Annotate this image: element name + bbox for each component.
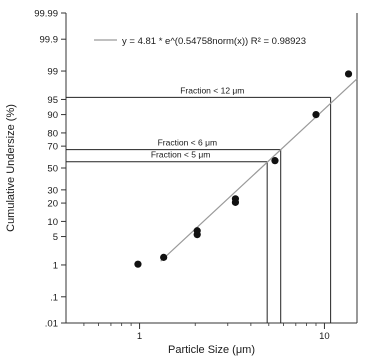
y-tick-label: 1	[53, 260, 58, 271]
y-tick-label: 99.99	[34, 9, 58, 20]
y-axis-ticks: .01 .1 1 5 10 20 30 50 70 80 90 95 99 99.9 99.99	[34, 9, 66, 330]
y-tick-label: 80	[47, 128, 58, 139]
data-point	[231, 195, 240, 203]
annotation-label: Fraction < 6 μm	[158, 138, 217, 148]
y-tick-label: 10	[47, 217, 58, 228]
annotation-label: Fraction < 5 μm	[151, 150, 210, 160]
data-point	[271, 157, 279, 165]
data-point	[134, 260, 142, 268]
x-axis-title: Particle Size (μm)	[168, 344, 255, 356]
data-point	[193, 227, 201, 235]
y-tick-label: 99	[47, 67, 58, 78]
y-tick-label: 95	[47, 95, 58, 106]
y-tick-label: .1	[50, 292, 58, 303]
y-tick-label: 90	[47, 110, 58, 121]
y-tick-label: .01	[45, 319, 58, 330]
y-tick-label: 5	[53, 232, 58, 243]
axes	[65, 13, 358, 324]
fit-line-group	[160, 78, 358, 262]
annotation-label: Fraction < 12 μm	[180, 85, 244, 95]
y-tick-label: 20	[47, 199, 58, 210]
y-tick-label: 99.9	[40, 35, 59, 46]
y-tick-label: 50	[47, 164, 58, 175]
y-tick-label: 30	[47, 185, 58, 196]
x-axis-ticks: 1 10	[83, 323, 330, 342]
x-tick-label: 1	[137, 331, 142, 342]
data-point	[344, 70, 353, 78]
legend-label: y = 4.81 * e^(0.54758norm(x)) R² = 0.989…	[122, 36, 306, 47]
legend: y = 4.81 * e^(0.54758norm(x)) R² = 0.989…	[94, 36, 306, 47]
y-axis-title: Cumulative Undersize (%)	[5, 104, 17, 232]
fit-line	[160, 78, 358, 262]
y-tick-label: 70	[47, 142, 58, 153]
data-point	[160, 253, 168, 261]
data-point	[312, 110, 320, 119]
fraction-annotations: Fraction < 12 μm Fraction < 6 μm Fraction …	[66, 85, 332, 323]
x-tick-label: 10	[319, 331, 330, 342]
data-points	[134, 70, 353, 268]
